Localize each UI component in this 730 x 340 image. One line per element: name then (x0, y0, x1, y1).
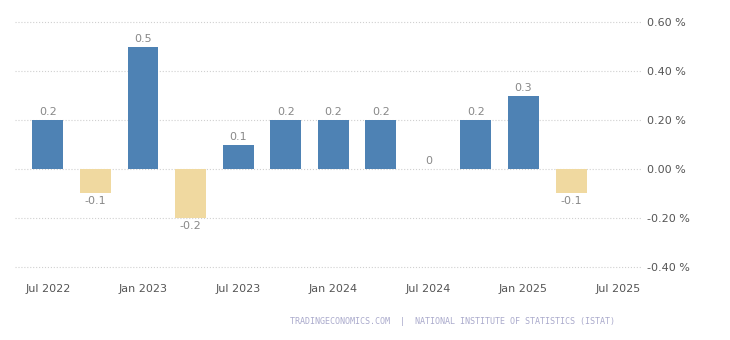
Bar (175, 169, 206, 218)
Text: TRADINGECONOMICS.COM  |  NATIONAL INSTITUTE OF STATISTICS (ISTAT): TRADINGECONOMICS.COM | NATIONAL INSTITUT… (290, 318, 615, 326)
Text: 0.2: 0.2 (372, 107, 390, 117)
Text: -0.1: -0.1 (560, 196, 582, 206)
Bar (270, 120, 301, 169)
Bar (556, 169, 586, 193)
Bar (32, 120, 64, 169)
Bar (318, 120, 349, 169)
Bar (223, 144, 253, 169)
Bar (508, 96, 539, 169)
Text: 0.1: 0.1 (229, 132, 247, 141)
Text: 0.5: 0.5 (134, 34, 152, 44)
Text: 0: 0 (425, 156, 432, 166)
Text: 0.2: 0.2 (467, 107, 485, 117)
Text: -0.2: -0.2 (180, 221, 201, 231)
Bar (461, 120, 491, 169)
Text: 0.2: 0.2 (277, 107, 295, 117)
Text: 0.2: 0.2 (39, 107, 57, 117)
Text: -0.1: -0.1 (85, 196, 107, 206)
Bar (80, 169, 111, 193)
Text: 0.2: 0.2 (324, 107, 342, 117)
Text: 0.3: 0.3 (515, 83, 532, 93)
Bar (128, 47, 158, 169)
Bar (365, 120, 396, 169)
